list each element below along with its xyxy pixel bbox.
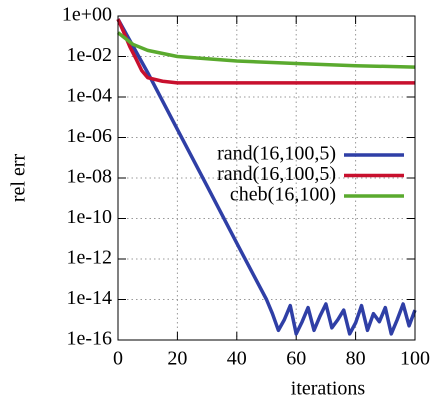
x-tick-label: 40 — [227, 348, 247, 370]
y-tick-label: 1e-14 — [66, 287, 112, 309]
x-tick-label: 80 — [346, 348, 366, 370]
plot-frame — [117, 15, 416, 341]
line — [116, 18, 417, 336]
x-tick-label: 0 — [113, 348, 123, 370]
y-tick-label: 1e-04 — [66, 85, 112, 107]
legend-label: rand(16,100,5) — [217, 163, 336, 185]
y-tick-label: 1e-06 — [66, 125, 112, 147]
legend-label: rand(16,100,5) — [217, 143, 336, 165]
y-tick-label: 1e-02 — [66, 44, 112, 66]
y-tick-label: 1e-08 — [66, 166, 112, 188]
y-axis-label: rel err — [8, 154, 30, 203]
x-tick-label: 20 — [167, 348, 187, 370]
y-tick-label: 1e-12 — [66, 247, 112, 269]
line — [116, 31, 416, 69]
legend-label: cheb(16,100) — [230, 184, 336, 206]
x-tick-label: 60 — [286, 348, 306, 370]
y-tick-label: 1e+00 — [62, 4, 112, 26]
line — [116, 18, 415, 85]
y-tick-label: 1e-16 — [66, 328, 112, 350]
y-tick-label: 1e-10 — [66, 206, 112, 228]
x-tick-label: 100 — [400, 348, 430, 370]
x-axis-label: iterations — [291, 378, 366, 400]
